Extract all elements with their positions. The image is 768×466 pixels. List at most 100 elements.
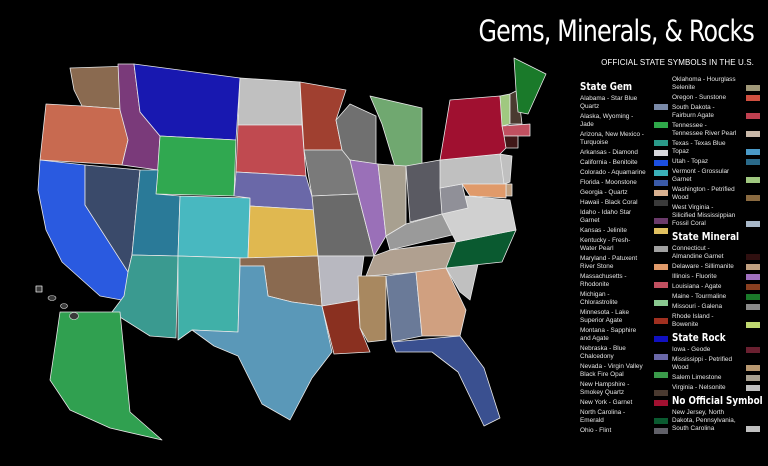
legend-swatch — [746, 304, 760, 310]
state-new-mexico — [177, 255, 241, 341]
legend-item: New Jersey, North Dakota, Pennsylvania, … — [672, 409, 760, 433]
legend-item-label: Oklahoma - Hourglass Selenite — [672, 76, 736, 91]
state-florida — [391, 335, 501, 427]
state-alaska — [49, 311, 163, 441]
legend-swatch — [746, 85, 760, 91]
legend-swatch — [746, 113, 760, 119]
legend-swatch — [746, 95, 760, 101]
legend-item-label: Idaho - Idaho Star Garnet — [580, 209, 632, 224]
legend-swatch — [654, 150, 668, 156]
legend-item: Minnesota - Lake Superior Agate — [580, 309, 668, 325]
legend-item-label: California - Benitoite — [580, 159, 638, 166]
legend-swatch — [746, 149, 760, 155]
legend-swatch — [746, 284, 760, 290]
legend-swatch — [746, 195, 760, 201]
legend-swatch — [654, 104, 668, 110]
state-delaware — [505, 183, 513, 197]
state-hawaii-island — [60, 303, 68, 309]
legend-item-label: New Jersey, North Dakota, Pennsylvania, … — [672, 409, 736, 432]
legend-item: Maine - Tourmaline — [672, 293, 760, 301]
legend-heading-state-gem: State Gem — [580, 80, 633, 93]
state-vermont — [499, 93, 511, 127]
legend-item: Maryland - Patuxent River Stone — [580, 255, 668, 271]
state-new-york — [439, 95, 507, 161]
legend-swatch — [654, 246, 668, 252]
legend-swatch — [654, 282, 668, 288]
legend-item: West Virginia - Silicified Mississippian… — [672, 204, 760, 228]
state-texas — [191, 265, 333, 421]
legend-item: New Hampshire - Smokey Quartz — [580, 381, 668, 397]
legend-item-label: Kentucky - Fresh-Water Pearl — [580, 237, 631, 252]
legend-item-label: Hawaii - Black Coral — [580, 199, 638, 206]
legend-item-label: Virginia - Nelsonite — [672, 384, 726, 391]
state-maryland — [461, 183, 507, 199]
legend-swatch — [654, 170, 668, 176]
legend-swatch — [654, 390, 668, 396]
legend-item: Nebraska - Blue Chalcedony — [580, 345, 668, 361]
legend-item: Virginia - Nelsonite — [672, 384, 760, 392]
state-wyoming — [155, 135, 237, 197]
legend-item-label: Michigan - Chlorastrolite — [580, 291, 618, 306]
legend-heading-no-symbol: No Official Symbol — [672, 394, 763, 407]
state-louisiana — [321, 299, 371, 355]
legend-item-label: Arkansas - Diamond — [580, 149, 638, 156]
state-illinois — [349, 159, 387, 257]
legend-column-2: Oklahoma - Hourglass Selenite Oregon - Su… — [672, 76, 763, 435]
legend-swatch — [746, 385, 760, 391]
legend-item: Ohio - Flint — [580, 427, 668, 435]
legend-swatch — [654, 190, 668, 196]
state-south-dakota — [235, 124, 307, 177]
legend-swatch — [654, 418, 668, 424]
legend-item: Florida - Moonstone — [580, 179, 668, 187]
legend-item-label: Kansas - Jelinite — [580, 227, 627, 234]
state-colorado — [177, 195, 251, 259]
state-arkansas — [317, 255, 365, 307]
legend-item-label: Florida - Moonstone — [580, 179, 637, 186]
legend-swatch — [654, 336, 668, 342]
legend-swatch — [746, 264, 760, 270]
legend-swatch — [746, 221, 760, 227]
legend-item-label: Tennessee - Tennessee River Pearl — [672, 122, 737, 137]
legend-swatch — [654, 180, 668, 186]
legend-item-label: Vermont - Grossular Garnet — [672, 168, 730, 183]
legend-swatch — [654, 140, 668, 146]
legend-item-label: West Virginia - Silicified Mississippian… — [672, 204, 736, 227]
legend-item: New York - Garnet — [580, 399, 668, 407]
legend-item: Salem Limestone — [672, 374, 760, 382]
legend-item-label: Nevada - Virgin Valley Black Fire Opal — [580, 363, 643, 378]
state-ohio — [405, 159, 443, 223]
legend-item: Kentucky - Fresh-Water Pearl — [580, 237, 668, 253]
legend-item: Kansas - Jelinite — [580, 227, 668, 235]
legend-item: Colorado - Aquamarine — [580, 169, 668, 177]
state-hawaii — [35, 285, 43, 293]
state-michigan — [369, 95, 423, 171]
state-kansas — [247, 205, 319, 259]
legend-item: Oklahoma - Hourglass Selenite — [672, 76, 760, 92]
legend-swatch — [654, 264, 668, 270]
legend-item: Delaware - Sillimanite — [672, 263, 760, 271]
legend-item: Connecticut - Almandine Garnet — [672, 245, 760, 261]
legend-item-label: Arizona, New Mexico - Turquoise — [580, 131, 644, 146]
legend-item: Nevada - Virgin Valley Black Fire Opal — [580, 363, 668, 379]
legend-item-label: Georgia - Quartz — [580, 189, 628, 196]
legend-item-label: Ohio - Flint — [580, 427, 612, 434]
legend-item-label: Connecticut - Almandine Garnet — [672, 245, 724, 260]
legend-item: Georgia - Quartz — [580, 189, 668, 197]
legend-item-label: Nebraska - Blue Chalcedony — [580, 345, 626, 360]
legend-swatch — [654, 428, 668, 434]
legend-swatch — [654, 354, 668, 360]
legend-item: Alaska, Wyoming - Jade — [580, 113, 668, 129]
legend-item: Utah - Topaz — [672, 158, 760, 166]
legend-item-label: Alabama - Star Blue Quartz — [580, 95, 638, 110]
legend-item-label: New Hampshire - Smokey Quartz — [580, 381, 630, 396]
subtitle: OFFICIAL STATE SYMBOLS IN THE U.S. — [601, 58, 754, 67]
legend-item-label: Colorado - Aquamarine — [580, 169, 646, 176]
legend-item: Washington - Petrified Wood — [672, 186, 760, 202]
legend-item-label: Montana - Sapphire and Agate — [580, 327, 637, 342]
legend-item-label: South Dakota - Fairburn Agate — [672, 104, 715, 119]
state-georgia — [415, 267, 467, 337]
legend-item: Hawaii - Black Coral — [580, 199, 668, 207]
legend-item-label: Illinois - Fluorite — [672, 273, 717, 280]
